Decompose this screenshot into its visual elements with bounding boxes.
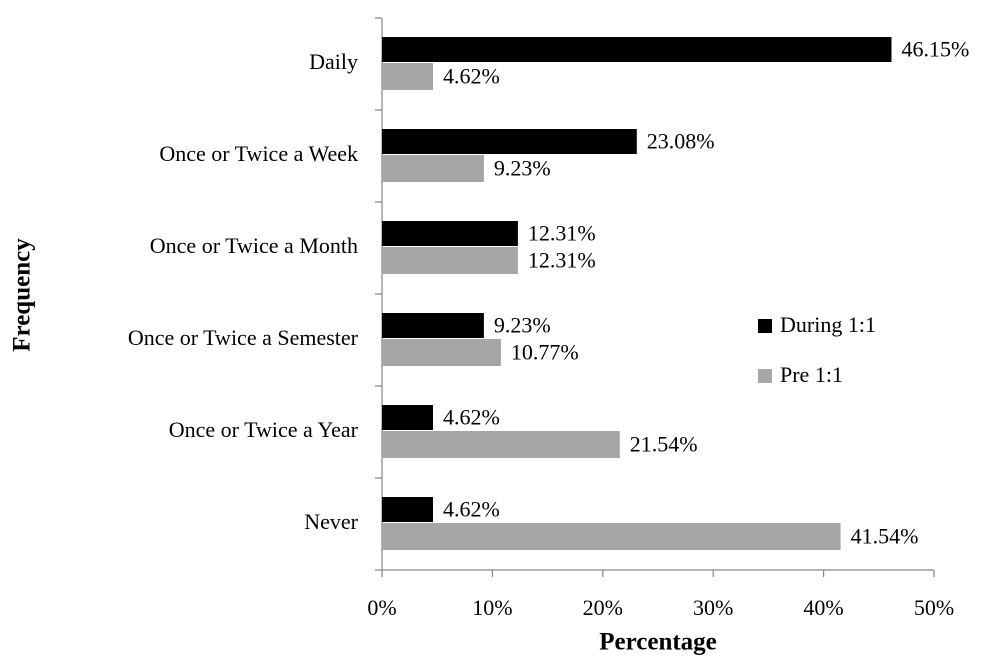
y-tick-label: Daily <box>309 49 358 74</box>
x-tick-label: 10% <box>472 595 512 620</box>
data-label: 9.23% <box>494 313 551 338</box>
x-tick-label: 20% <box>583 595 623 620</box>
bar <box>382 497 434 522</box>
legend-label: Pre 1:1 <box>780 362 843 387</box>
y-axis-title: Frequency <box>9 238 36 352</box>
legend-swatch <box>758 319 772 333</box>
bar <box>382 221 518 246</box>
bar <box>382 129 637 154</box>
bar <box>382 431 620 458</box>
legend-swatch <box>758 369 772 383</box>
data-label: 4.62% <box>443 405 500 430</box>
y-tick-label: Once or Twice a Semester <box>128 325 359 350</box>
data-label: 10.77% <box>511 340 579 365</box>
x-tick-label: 0% <box>367 595 396 620</box>
x-tick-label: 30% <box>693 595 733 620</box>
x-axis-title: Percentage <box>599 629 717 656</box>
x-tick-label: 40% <box>803 595 843 620</box>
bar <box>382 63 434 90</box>
data-label: 21.54% <box>630 432 698 457</box>
bar <box>382 339 501 366</box>
data-label: 9.23% <box>494 156 551 181</box>
data-label: 23.08% <box>647 129 715 154</box>
y-tick-label: Once or Twice a Year <box>169 417 359 442</box>
legend-label: During 1:1 <box>780 312 876 337</box>
bar <box>382 155 484 182</box>
y-tick-label: Never <box>304 509 358 534</box>
y-tick-label: Once or Twice a Month <box>150 233 358 258</box>
data-label: 12.31% <box>528 248 596 273</box>
bar <box>382 405 434 430</box>
data-label: 4.62% <box>443 497 500 522</box>
data-label: 46.15% <box>901 37 969 62</box>
bar <box>382 37 892 62</box>
bar <box>382 313 484 338</box>
data-label: 12.31% <box>528 221 596 246</box>
bar <box>382 247 518 274</box>
x-tick-label: 50% <box>914 595 954 620</box>
data-label: 4.62% <box>443 64 500 89</box>
bar <box>382 523 841 550</box>
y-tick-label: Once or Twice a Week <box>159 141 358 166</box>
data-label: 41.54% <box>851 524 919 549</box>
